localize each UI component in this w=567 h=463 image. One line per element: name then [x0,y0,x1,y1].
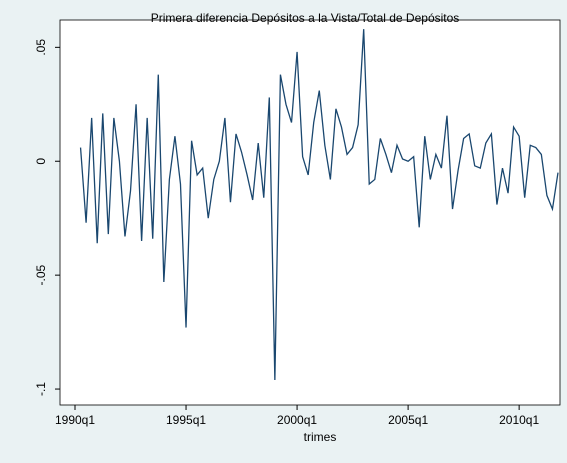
x-tick-label: 2000q1 [277,413,317,427]
chart-title: Primera diferencia Depósitos a la Vista/… [151,11,460,25]
y-tick-label: 0 [34,158,48,165]
x-tick-label: 1990q1 [55,413,95,427]
y-tick-label: -.1 [34,382,48,396]
y-tick-label: .05 [34,39,48,56]
plot-area [59,19,561,406]
x-tick-label: 2005q1 [388,413,428,427]
x-axis-title: trimes [304,430,337,444]
y-tick-label: -.05 [34,264,48,285]
line-series [79,29,559,380]
x-tick-label: 1995q1 [166,413,206,427]
x-tick-label: 2010q1 [499,413,539,427]
